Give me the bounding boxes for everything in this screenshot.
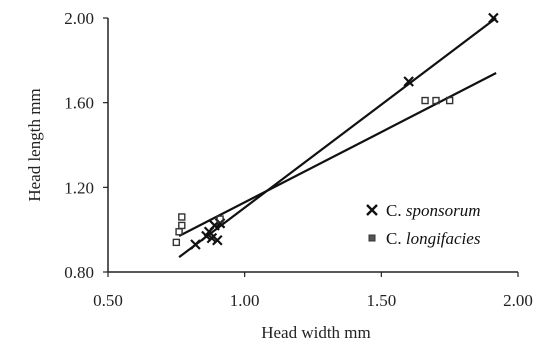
plot-area <box>107 18 518 273</box>
data-point-x <box>206 232 218 244</box>
y-tick-label: 1.60 <box>64 94 94 113</box>
x-axis-title: Head width mm <box>261 323 371 342</box>
x-tick-label: 2.00 <box>503 291 533 310</box>
y-axis-title: Head length mm <box>25 88 44 201</box>
data-point-x <box>403 76 414 87</box>
data-point-x <box>488 12 499 24</box>
legend-marker-square <box>368 234 376 242</box>
data-point-square <box>432 96 440 105</box>
data-point-x <box>190 239 201 250</box>
data-point-x <box>212 234 223 246</box>
data-point-square <box>178 221 186 230</box>
y-tick-label: 1.20 <box>64 178 94 197</box>
y-tick-label: 0.80 <box>64 263 94 282</box>
series-1 <box>178 12 499 259</box>
data-point-square <box>178 213 186 221</box>
data-point-square <box>216 215 224 223</box>
y-axis-ticks: 0.80 1.20 1.60 2.00 <box>64 9 108 282</box>
data-point-square <box>421 96 429 105</box>
series-layer <box>172 12 499 259</box>
data-point-square <box>172 238 181 247</box>
trendline <box>178 72 497 237</box>
x-tick-label: 1.00 <box>230 291 260 310</box>
trendline <box>178 17 497 259</box>
series-2 <box>172 72 497 247</box>
x-tick-label: 0.50 <box>93 291 123 310</box>
x-tick-label: 1.50 <box>366 291 396 310</box>
legend-label: C. longifacies <box>386 229 481 248</box>
y-tick-label: 2.00 <box>64 9 94 28</box>
x-axis-ticks: 0.50 1.00 1.50 2.00 <box>93 272 533 310</box>
legend: C. sponsorum C. longifacies <box>366 201 481 248</box>
legend-label: C. sponsorum <box>386 201 480 220</box>
data-point-square <box>445 96 454 105</box>
legend-marker-x <box>366 204 378 216</box>
